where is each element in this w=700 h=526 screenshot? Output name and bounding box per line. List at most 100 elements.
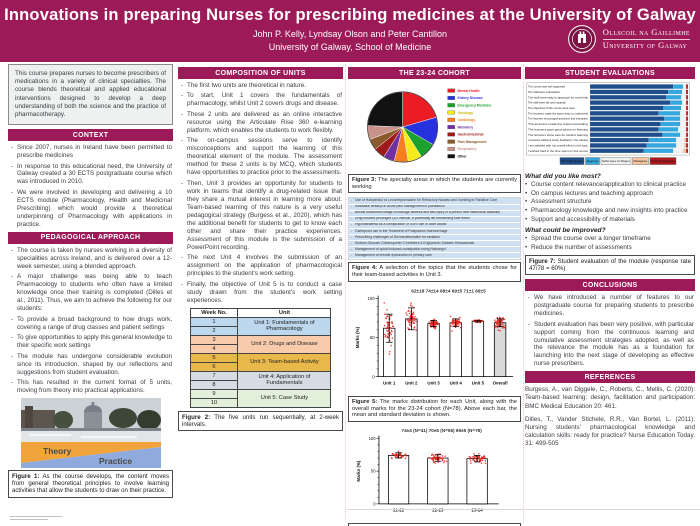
svg-text:Gastrointestinal: Gastrointestinal (457, 133, 483, 137)
week-cell: 6 (189, 361, 239, 372)
svg-text:Marks (%): Marks (%) (355, 460, 360, 482)
svg-text:Overall: Overall (492, 380, 507, 385)
section-student-evaluations: STUDENT EVALUATIONS (525, 67, 695, 79)
liked-bullet: Pharmacology knowledge and new insights … (525, 207, 695, 215)
poster-header: Innovations in preparing Nurses for pres… (0, 0, 700, 62)
svg-text:74±4 (N=41) 70±5 (N=56) 69±5 (: 74±4 (N=41) 70±5 (N=56) 69±5 (N=78) (401, 428, 482, 433)
svg-text:Unit 3: Unit 3 (427, 380, 440, 385)
section-composition-of-units: COMPOSITION OF UNITS (178, 67, 343, 79)
figure1-caption: Figure 1: As the course develops, the co… (8, 470, 173, 498)
svg-text:The course was well organised: The course was well organised (528, 85, 565, 89)
composition-bullet: The on-campus sessions serve to identify… (180, 137, 342, 177)
week-cell: 8 (189, 379, 239, 390)
svg-text:Kidney Disease: Kidney Disease (457, 96, 482, 100)
context-list: Since 2007, nurses in Ireland have been … (8, 144, 173, 229)
svg-text:Strongly Agree: Strongly Agree (561, 160, 584, 163)
references-list: Burgess, A., van Diggele, C., Roberts, C… (525, 386, 695, 447)
figure5-caption: Figure 5: The marks distribution for eac… (348, 395, 521, 422)
svg-text:I worked hard in the time spen: I worked hard in the time spent on this … (528, 149, 589, 153)
svg-text:Other: Other (457, 155, 467, 159)
unit-cell: Unit 3: Team-based Activity (237, 352, 332, 372)
svg-text:0: 0 (373, 501, 376, 506)
figure4-caption: Figure 4: A selection of the topics that… (348, 262, 521, 282)
svg-text:Mental Health: Mental Health (457, 89, 479, 93)
svg-text:Cardiology: Cardiology (457, 118, 475, 122)
svg-text:Emergency Medicine: Emergency Medicine (457, 103, 491, 107)
svg-text:Unit 4: Unit 4 (449, 380, 462, 385)
svg-text:Disagree: Disagree (634, 160, 649, 163)
improved-bullet: Reduce the number of assessments (525, 244, 695, 252)
pedagogy-bullet: To provide a broad background to how dru… (10, 316, 172, 332)
table-row: 1 Unit 1: Fundamentals of Pharmacology (189, 316, 332, 336)
section-pedagogical-approach: PEDAGOGICAL APPROACH (8, 231, 173, 244)
svg-text:The staff were enthusiastic: The staff were enthusiastic (528, 90, 561, 94)
column-pedagogy: This course prepares nurses to become pr… (8, 64, 173, 502)
year-marks-chart: 74±4 (N=41) 70±5 (N=56) 69±5 (N=78) 0 50 10… (355, 428, 499, 512)
pedagogy-list: The course is taken by nurses working in… (8, 247, 173, 395)
context-bullet: Since 2007, nurses in Ireland have been … (10, 144, 172, 160)
week-cell: 4 (189, 343, 239, 354)
composition-list: The first two units are theoretical in n… (178, 82, 343, 305)
liked-bullet: Support and accessibility of materials (525, 216, 695, 224)
authors: John P. Kelly, Lyndsay Olson and Peter C… (253, 29, 447, 39)
unit-cell: Unit 5: Case Study (237, 388, 332, 408)
svg-text:0: 0 (372, 374, 375, 379)
svg-text:Unit 1: Unit 1 (383, 380, 396, 385)
liked-bullet: Assessment structure (525, 198, 695, 206)
unit-marks-chart: 62±18 74±14 68±4 69±5 71±1 69±5 0 50 100 Mar… (354, 288, 513, 385)
theory-label: Theory (43, 446, 72, 456)
svg-text:Pain Management: Pain Management (457, 140, 487, 144)
week-cell: 7 (189, 370, 239, 381)
improved-list: Spread the course over a longer timefram… (525, 235, 695, 252)
improved-heading: What could be improved? (525, 226, 606, 234)
unit-cell: Unit 1: Fundamentals of Pharmacology (237, 316, 332, 336)
week-cell: 5 (189, 352, 239, 363)
unit-cell: Unit 4: Application of Fundamentals (237, 370, 332, 390)
composition-bullet: Finally, the objective of Unit 5 is to c… (180, 281, 342, 305)
improved-bullet: Spread the course over a longer timefram… (525, 235, 695, 243)
composition-bullet: These 2 units are delivered as an online… (180, 111, 342, 135)
svg-text:I am satisfied with my overall: I am satisfied with my overall effort in… (528, 143, 589, 147)
svg-text:Midwifery: Midwifery (457, 125, 473, 129)
column-composition: COMPOSITION OF UNITS The first two units… (178, 64, 343, 435)
week-cell: 1 (189, 316, 239, 327)
table-header: Week No. (189, 307, 239, 318)
campus-photo (20, 398, 161, 443)
table-row: 3 Unit 2: Drugs and Disease (189, 334, 332, 354)
context-bullet: In response to this educational need, th… (10, 163, 172, 187)
svg-text:Neither Agree nor Disagree: Neither Agree nor Disagree (602, 160, 631, 163)
column-guide (345, 64, 346, 522)
column-evaluations: STUDENT EVALUATIONS The course was well … (525, 64, 695, 453)
svg-text:Agree: Agree (587, 160, 600, 163)
svg-text:100: 100 (368, 436, 376, 441)
column-guide (523, 64, 524, 522)
svg-text:The staff were fair and impart: The staff were fair and impartial (528, 101, 566, 105)
svg-text:62±18 74±14 68±4 69±5 71±1 69±: 62±18 74±14 68±4 69±5 71±1 69±5 (411, 288, 486, 294)
svg-text:I received sufficient timely f: I received sufficient timely feedback in… (528, 138, 589, 142)
reference-item: Dilles, T., Vander Stichele, R.R., Van B… (525, 415, 695, 447)
figure2-caption: Figure 2: The five units run sequentiall… (178, 410, 343, 431)
composition-bullet: Then, Unit 3 provides an opportunity for… (180, 180, 342, 252)
svg-text:The lecturers made the topics: The lecturers made the topics easy to un… (528, 111, 589, 115)
reference-item: Burgess, A., van Diggele, C., Roberts, C… (525, 386, 695, 410)
svg-text:Respiratory: Respiratory (457, 147, 476, 151)
unit-cell: Unit 2: Drugs and Disease (237, 334, 332, 354)
page-title: Innovations in preparing Nurses for pres… (4, 6, 696, 24)
table-header: Unit (237, 307, 332, 318)
conclusion-bullet: We have introduced a number of features … (527, 294, 694, 318)
week-cell: 2 (189, 325, 239, 336)
svg-text:The lecturers encouraged quest: The lecturers encouraged questions and i… (528, 117, 588, 121)
week-cell: 10 (189, 397, 239, 408)
figure3-caption: Figure 3: The specialty areas in which t… (348, 174, 521, 194)
template-smallprint (10, 516, 62, 521)
week-cell: 3 (189, 334, 239, 345)
university-logo: Ollscoil na Gaillimhe University of Galw… (567, 24, 690, 54)
composition-bullet: The next Unit 4 involves the submission … (180, 254, 342, 278)
intro-text: This course prepares nurses to become pr… (8, 64, 173, 126)
context-bullet: We were involved in developing and deliv… (10, 189, 172, 229)
svg-text:The lecturers show care for st: The lecturers show care for student lear… (528, 133, 589, 137)
liked-bullet: On campus lectures and teaching approach (525, 190, 695, 198)
table-row: 5 Unit 3: Team-based Activity (189, 352, 332, 372)
